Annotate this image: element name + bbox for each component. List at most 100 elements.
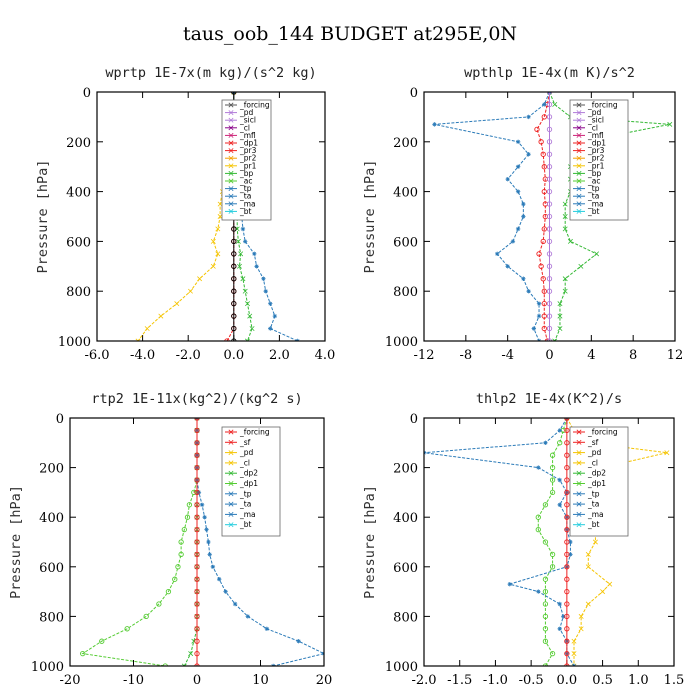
y-tick-label: 200 — [39, 462, 64, 477]
data-point — [217, 577, 222, 582]
data-point — [231, 288, 237, 294]
y-tick-label: 0 — [83, 86, 91, 101]
x-tick-label: 20 — [316, 673, 333, 688]
data-point — [80, 650, 86, 657]
data-point — [567, 238, 573, 244]
legend: _forcing_pd_sicl_cl_mfl_dp1_pr3_pr2_pr1_… — [569, 99, 629, 221]
legend-marker — [576, 178, 582, 184]
legend-marker — [576, 193, 582, 199]
data-point — [231, 276, 237, 282]
data-point — [536, 465, 541, 470]
data-point — [165, 588, 172, 595]
data-point — [557, 326, 563, 332]
data-point — [546, 276, 553, 282]
legend-marker — [576, 163, 582, 169]
x-tick-label: 4 — [587, 348, 595, 363]
data-point — [549, 650, 556, 657]
data-point — [549, 464, 556, 471]
data-point — [194, 576, 200, 582]
y-tick-label: 400 — [393, 511, 418, 526]
data-point — [194, 601, 200, 607]
legend-label: _pd — [239, 108, 254, 117]
data-point — [578, 613, 584, 619]
data-point — [235, 238, 241, 244]
data-point — [194, 427, 200, 434]
data-point — [215, 226, 221, 232]
data-point — [546, 176, 553, 182]
data-point — [178, 539, 184, 545]
data-point — [546, 313, 553, 319]
data-point — [536, 313, 542, 319]
legend-label: _sf — [587, 438, 599, 447]
legend-label: _bp — [239, 169, 254, 178]
legend-label: _cl — [587, 123, 598, 132]
data-point — [194, 477, 200, 483]
x-tick-label: 0 — [193, 673, 201, 688]
panel-title: thlp2 1E-4x(K^2)/s — [476, 391, 622, 407]
data-point — [210, 238, 216, 244]
x-tick-label: 8 — [629, 348, 637, 363]
data-point — [585, 601, 591, 607]
x-tick-label: -1.5 — [447, 673, 472, 688]
data-point — [564, 502, 570, 508]
legend-label: _ac — [239, 177, 252, 186]
legend-label: _pd — [587, 108, 602, 117]
legend-label: _cl — [239, 458, 250, 467]
legend-box — [221, 426, 281, 537]
x-tick-label: 4.0 — [315, 348, 336, 363]
data-point — [546, 288, 553, 294]
legend: _forcing_pd_sicl_cl_mfl_dp1_pr3_pr2_pr1_… — [221, 99, 272, 221]
figure-title: taus_oob_144 BUDGET at295E,0N — [183, 23, 517, 45]
legend-label: _tp — [587, 489, 600, 498]
data-point — [210, 263, 216, 269]
data-point — [552, 338, 558, 341]
data-point — [199, 502, 205, 507]
data-point — [217, 201, 223, 207]
legend-marker — [228, 132, 234, 138]
x-tick-label: 0.0 — [223, 348, 244, 363]
data-point — [135, 338, 141, 341]
legend-marker — [228, 201, 234, 207]
plot-frame — [423, 91, 676, 342]
data-point — [217, 214, 223, 219]
data-point — [194, 551, 200, 558]
data-point — [194, 626, 200, 632]
data-point — [505, 264, 510, 269]
y-tick-label: 0 — [410, 412, 418, 427]
data-point — [542, 601, 549, 607]
data-point — [541, 288, 547, 294]
legend-label: _ta — [587, 192, 599, 201]
data-point — [546, 126, 553, 133]
data-point — [542, 626, 549, 632]
legend-marker — [228, 491, 234, 497]
legend-marker — [576, 201, 582, 207]
data-point — [243, 239, 248, 244]
data-point — [540, 151, 546, 157]
data-point — [178, 551, 184, 558]
legend-marker — [228, 501, 234, 507]
legend-label: _tp — [239, 489, 252, 498]
legend-label: _forcing — [587, 428, 618, 437]
data-point — [549, 564, 556, 570]
legend-label: _mfl — [587, 131, 604, 140]
data-point — [197, 276, 203, 282]
data-point — [143, 613, 149, 620]
data-point — [531, 326, 537, 331]
data-point — [557, 428, 562, 433]
data-point — [231, 263, 237, 269]
legend-marker — [576, 470, 582, 476]
legend-label: _ac — [587, 177, 600, 186]
legend: _forcing_sf_pd_cl _dp2_dp1_tp _ta_ma_bt — [221, 426, 281, 537]
data-point — [124, 626, 130, 632]
data-point — [541, 325, 547, 332]
data-point — [667, 121, 673, 127]
data-point — [238, 251, 244, 257]
x-tick-label: 12 — [667, 348, 684, 363]
legend-label: _forcing — [239, 101, 270, 110]
legend-marker — [228, 163, 234, 169]
y-axis-label: Pressure [hPa] — [35, 160, 51, 274]
data-point — [557, 313, 563, 319]
data-point — [207, 552, 212, 557]
legend-marker — [576, 110, 582, 116]
